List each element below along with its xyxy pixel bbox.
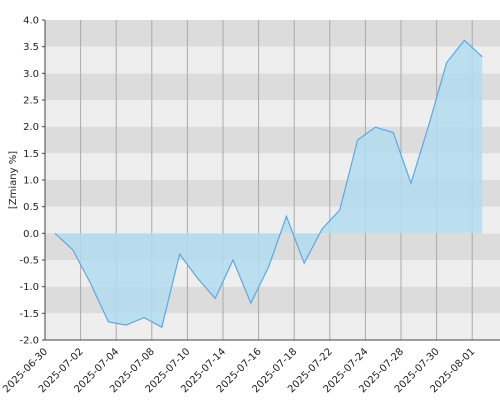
y-tick-label: 1.0	[23, 176, 39, 187]
background-band	[45, 73, 500, 100]
y-axis-label: [Zmiany %]	[8, 151, 19, 209]
y-tick-label: 3.0	[23, 69, 39, 80]
y-tick-label: -1.5	[19, 309, 39, 320]
line	[54, 39, 483, 329]
y-tick-label: -1.0	[19, 282, 39, 293]
y-tick-label: -0.5	[19, 256, 39, 267]
area	[55, 40, 483, 328]
y-tick-label: 0.0	[23, 229, 39, 240]
y-tick-label: 0.5	[23, 202, 39, 213]
y-tick-label: 3.5	[23, 42, 39, 53]
background-band	[45, 20, 500, 47]
y-tick-label: -2.0	[19, 336, 39, 347]
y-tick-label: 4.0	[23, 16, 39, 27]
background-band	[45, 46, 500, 74]
y-tick-label: 1.5	[23, 149, 39, 160]
y-tick-label: 2.0	[23, 122, 39, 133]
y-tick-label: 2.5	[23, 96, 39, 107]
background-band	[45, 100, 500, 127]
